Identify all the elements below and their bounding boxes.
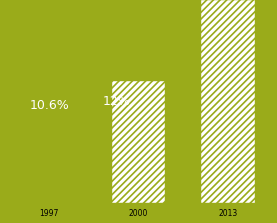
Bar — [201, 0, 255, 203]
Text: 12%: 12% — [102, 95, 130, 108]
Bar — [22, 95, 76, 203]
Text: 10.6%: 10.6% — [30, 99, 70, 112]
Bar — [112, 81, 165, 203]
